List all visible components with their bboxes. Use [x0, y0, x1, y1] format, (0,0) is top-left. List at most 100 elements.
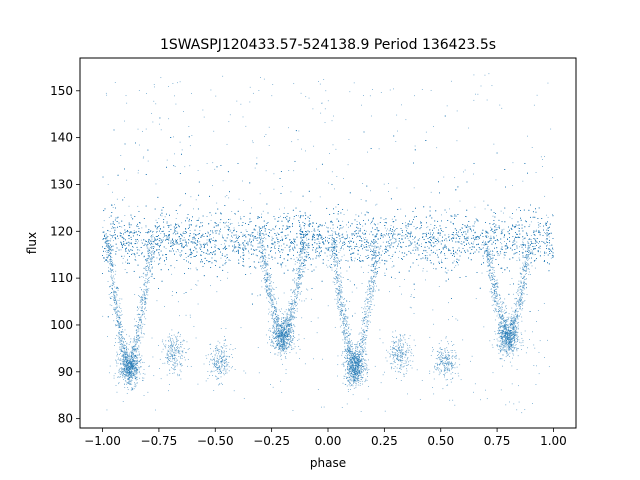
data-point — [199, 241, 201, 243]
data-point — [176, 239, 178, 240]
data-point — [331, 230, 332, 231]
data-point — [492, 215, 494, 217]
data-point — [151, 238, 153, 240]
data-point — [460, 243, 462, 244]
data-point — [455, 318, 457, 320]
data-point — [501, 243, 503, 245]
data-point — [255, 237, 257, 239]
data-point — [509, 216, 511, 218]
data-point — [215, 261, 217, 263]
data-point — [124, 215, 126, 217]
data-point — [475, 217, 477, 219]
data-point — [245, 235, 246, 237]
data-point — [161, 241, 163, 243]
data-point — [303, 236, 304, 238]
data-point — [328, 265, 330, 267]
data-point — [311, 231, 313, 232]
data-point — [463, 171, 464, 173]
data-point — [265, 228, 267, 230]
data-point — [410, 244, 412, 246]
data-point — [532, 253, 533, 255]
data-point — [185, 314, 187, 316]
data-point — [180, 204, 182, 205]
data-point — [318, 245, 319, 247]
data-point — [233, 247, 235, 249]
data-point — [228, 121, 230, 123]
data-point — [319, 248, 321, 249]
data-point — [390, 233, 392, 235]
data-point — [109, 260, 111, 262]
data-point — [155, 238, 156, 240]
data-point — [162, 236, 164, 238]
data-point — [463, 236, 465, 238]
data-point — [375, 204, 377, 206]
data-point — [346, 209, 348, 211]
data-point — [500, 253, 502, 255]
data-point — [447, 237, 449, 238]
data-point — [304, 264, 306, 266]
data-point — [298, 215, 299, 217]
data-point — [368, 247, 370, 248]
data-point — [382, 250, 383, 252]
data-point — [390, 258, 392, 260]
data-point — [379, 247, 381, 249]
data-point — [188, 235, 190, 237]
data-point — [473, 225, 475, 227]
data-point — [335, 206, 337, 208]
data-point — [175, 227, 177, 229]
data-point — [439, 241, 441, 243]
data-point — [293, 258, 295, 260]
data-point — [547, 244, 548, 246]
data-point — [128, 245, 130, 247]
data-point — [436, 227, 437, 228]
data-point — [388, 230, 390, 232]
data-point — [285, 265, 287, 267]
data-point — [214, 244, 216, 245]
data-point — [332, 235, 333, 237]
data-point — [147, 160, 149, 162]
data-point — [271, 236, 273, 238]
data-point — [298, 258, 299, 260]
data-point — [177, 213, 178, 215]
data-point — [158, 237, 160, 239]
data-point — [370, 248, 371, 250]
data-point — [175, 239, 176, 241]
data-point — [172, 233, 174, 235]
data-point — [494, 226, 496, 228]
data-point — [190, 268, 192, 270]
data-point — [535, 259, 537, 261]
data-point — [328, 234, 330, 236]
data-point — [285, 235, 287, 236]
data-point — [484, 208, 486, 210]
data-point — [500, 210, 502, 212]
data-point — [379, 262, 381, 264]
data-point — [122, 258, 124, 259]
data-point — [158, 218, 160, 219]
data-point — [363, 245, 365, 247]
data-point — [120, 249, 122, 251]
data-point — [327, 260, 329, 261]
data-point — [184, 166, 186, 168]
data-point — [333, 241, 334, 242]
data-point — [303, 247, 305, 249]
data-point — [545, 239, 547, 241]
data-point — [449, 238, 451, 240]
data-point — [226, 221, 227, 223]
data-point — [432, 242, 434, 243]
data-point — [545, 252, 547, 254]
data-point — [155, 219, 157, 221]
data-point — [113, 240, 114, 242]
data-point — [160, 232, 162, 234]
data-point — [258, 234, 260, 236]
data-point — [496, 235, 497, 237]
data-point — [257, 231, 259, 233]
data-point — [547, 234, 549, 236]
data-point — [276, 232, 278, 234]
data-point — [397, 234, 399, 236]
data-point — [327, 237, 328, 239]
data-point — [281, 266, 283, 268]
data-point — [264, 237, 265, 238]
data-point — [486, 246, 488, 248]
data-point — [389, 291, 390, 293]
data-point — [426, 227, 428, 229]
